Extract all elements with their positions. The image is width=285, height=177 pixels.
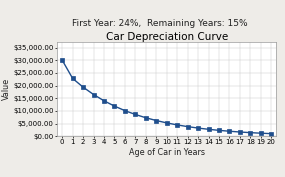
X-axis label: Age of Car in Years: Age of Car in Years [129,148,205,157]
Y-axis label: Value: Value [2,78,11,100]
Title: Car Depreciation Curve: Car Depreciation Curve [106,32,228,42]
Text: First Year: 24%,  Remaining Years: 15%: First Year: 24%, Remaining Years: 15% [72,19,247,28]
